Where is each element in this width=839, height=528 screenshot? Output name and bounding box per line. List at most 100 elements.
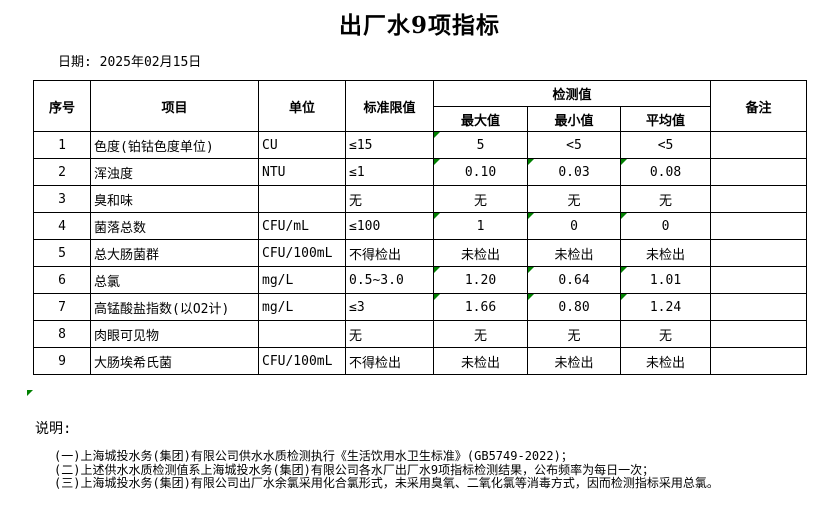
cell-item: 肉眼可见物 xyxy=(90,320,259,348)
report-date: 日期: 2025年02月15日 xyxy=(58,55,202,70)
table-row: 4 菌落总数 CFU/mL ≤100 1 0 0 xyxy=(33,212,808,240)
cell-limit: 不得检出 xyxy=(345,239,434,267)
note-line: (一)上海城投水务(集团)有限公司供水水质检测执行《生活饮用水卫生标准》(GB5… xyxy=(54,449,573,463)
cell-unit xyxy=(258,185,346,213)
cell-min: <5 xyxy=(527,131,621,159)
cell-min: 0.64 xyxy=(527,266,621,294)
cell-no: 4 xyxy=(33,212,91,240)
cell-item: 臭和味 xyxy=(90,185,259,213)
cell-item: 总氯 xyxy=(90,266,259,294)
error-indicator-icon xyxy=(434,294,440,300)
table-row: 9 大肠埃希氏菌 CFU/100mL 不得检出 未检出 未检出 未检出 xyxy=(33,347,808,375)
table-row: 2 浑浊度 NTU ≤1 0.10 0.03 0.08 xyxy=(33,158,808,186)
error-indicator-icon xyxy=(528,213,534,219)
cell-max: 1.20 xyxy=(433,266,528,294)
cell-max: 未检出 xyxy=(433,347,528,375)
error-indicator-icon xyxy=(621,159,627,165)
cell-remark xyxy=(710,347,808,375)
cell-limit: 无 xyxy=(345,185,434,213)
cell-item: 大肠埃希氏菌 xyxy=(90,347,259,375)
cell-min: 无 xyxy=(527,320,621,348)
table-row: 3 臭和味 无 无 无 无 xyxy=(33,185,808,213)
table-row: 1 色度(铂钴色度单位) CU ≤15 5 <5 <5 xyxy=(33,131,808,159)
cell-max: 1 xyxy=(433,212,528,240)
cell-avg: 未检出 xyxy=(619,239,712,267)
cell-remark xyxy=(710,212,808,240)
table-row: 6 总氯 mg/L 0.5~3.0 1.20 0.64 1.01 xyxy=(33,266,808,294)
cell-unit: CFU/100mL xyxy=(258,239,346,267)
page-title: 出厂水9项指标 xyxy=(338,12,500,39)
cell-max: 未检出 xyxy=(433,239,528,267)
cell-avg: 未检出 xyxy=(619,347,712,375)
notes-block: (一)上海城投水务(集团)有限公司供水水质检测执行《生活饮用水卫生标准》(GB5… xyxy=(54,449,834,491)
cell-unit xyxy=(258,320,346,348)
error-indicator-icon xyxy=(528,267,534,273)
error-indicator-icon xyxy=(621,294,627,300)
cell-avg: 0 xyxy=(619,212,712,240)
cell-max: 5 xyxy=(433,131,528,159)
cell-remark xyxy=(710,239,808,267)
cell-unit: CFU/100mL xyxy=(258,347,346,375)
table-row: 7 高锰酸盐指数(以O2计) mg/L ≤3 1.66 0.80 1.24 xyxy=(33,293,808,321)
cell-unit: CU xyxy=(258,131,346,159)
cell-limit: 无 xyxy=(345,320,434,348)
cell-no: 7 xyxy=(33,293,91,321)
cell-min: 0 xyxy=(527,212,621,240)
cell-unit: mg/L xyxy=(258,293,346,321)
cell-limit: ≤15 xyxy=(345,131,434,159)
header-remark: 备注 xyxy=(710,80,808,132)
error-indicator-icon xyxy=(434,159,440,165)
error-indicator-icon xyxy=(621,267,627,273)
cell-limit: 0.5~3.0 xyxy=(345,266,434,294)
table-row: 8 肉眼可见物 无 无 无 无 xyxy=(33,320,808,348)
cell-unit: mg/L xyxy=(258,266,346,294)
cell-max: 无 xyxy=(433,320,528,348)
cell-min: 0.03 xyxy=(527,158,621,186)
table-row: 5 总大肠菌群 CFU/100mL 不得检出 未检出 未检出 未检出 xyxy=(33,239,808,267)
header-avg: 平均值 xyxy=(619,106,712,132)
cell-avg: 1.01 xyxy=(619,266,712,294)
error-indicator-icon xyxy=(528,294,534,300)
cell-avg: 0.08 xyxy=(619,158,712,186)
error-indicator-icon xyxy=(621,213,627,219)
table-header-row-1: 序号 项目 单位 标准限值 检测值 备注 xyxy=(33,80,808,132)
error-indicator-icon xyxy=(434,213,440,219)
cell-remark xyxy=(710,320,808,348)
cell-max: 无 xyxy=(433,185,528,213)
error-indicator-icon xyxy=(434,132,440,138)
water-quality-table: 序号 项目 单位 标准限值 检测值 备注 最大值 最小值 平均值 1 色度(铂钴… xyxy=(33,80,808,375)
cell-avg: 1.24 xyxy=(619,293,712,321)
cell-item: 高锰酸盐指数(以O2计) xyxy=(90,293,259,321)
cell-avg: <5 xyxy=(619,131,712,159)
cell-min: 无 xyxy=(527,185,621,213)
header-no: 序号 xyxy=(33,80,91,132)
cell-unit: NTU xyxy=(258,158,346,186)
notes-label: 说明: xyxy=(35,421,72,437)
cell-min: 未检出 xyxy=(527,347,621,375)
cell-min: 0.80 xyxy=(527,293,621,321)
cell-no: 1 xyxy=(33,131,91,159)
cell-no: 8 xyxy=(33,320,91,348)
cell-item: 色度(铂钴色度单位) xyxy=(90,131,259,159)
cell-remark xyxy=(710,266,808,294)
error-indicator-icon xyxy=(27,390,33,396)
cell-no: 6 xyxy=(33,266,91,294)
cell-no: 3 xyxy=(33,185,91,213)
cell-remark xyxy=(710,158,808,186)
cell-avg: 无 xyxy=(619,320,712,348)
cell-max: 1.66 xyxy=(433,293,528,321)
cell-limit: ≤1 xyxy=(345,158,434,186)
cell-limit: ≤100 xyxy=(345,212,434,240)
note-line: (二)上述供水水质检测值系上海城投水务(集团)有限公司各水厂出厂水9项指标检测结… xyxy=(54,462,655,477)
cell-item: 菌落总数 xyxy=(90,212,259,240)
cell-unit: CFU/mL xyxy=(258,212,346,240)
cell-item: 浑浊度 xyxy=(90,158,259,186)
cell-remark xyxy=(710,293,808,321)
header-min: 最小值 xyxy=(527,106,621,132)
error-indicator-icon xyxy=(434,267,440,273)
header-unit: 单位 xyxy=(258,80,346,132)
cell-remark xyxy=(710,185,808,213)
header-item: 项目 xyxy=(90,80,259,132)
error-indicator-icon xyxy=(528,159,534,165)
cell-max: 0.10 xyxy=(433,158,528,186)
